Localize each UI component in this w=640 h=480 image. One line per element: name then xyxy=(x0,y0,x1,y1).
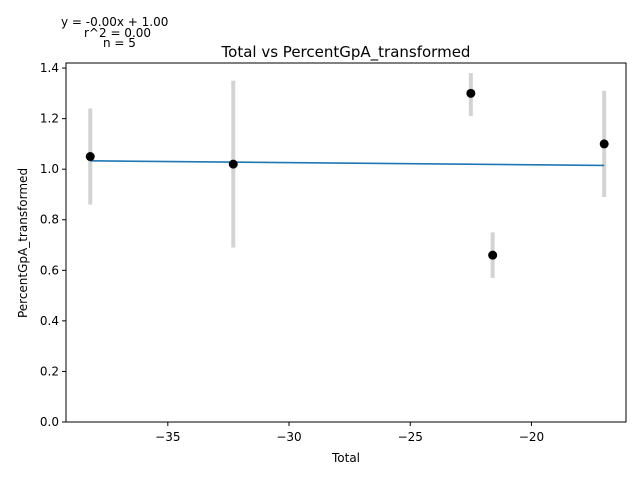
y-axis-label: PercentGpA_transformed xyxy=(16,168,30,318)
data-point xyxy=(599,139,609,149)
annotation-n: n = 5 xyxy=(103,36,136,50)
annotation-equation: y = -0.00x + 1.00 xyxy=(61,15,168,29)
annotation-r2: r^2 = 0.00 xyxy=(84,26,151,40)
fit-line-group xyxy=(90,160,605,167)
x-tick-label: −25 xyxy=(398,430,423,444)
y-tick-label: 0.8 xyxy=(40,213,59,227)
point-group xyxy=(85,88,609,260)
plot-frame xyxy=(65,62,627,423)
data-point xyxy=(466,88,476,98)
chart-title: Total vs PercentGpA_transformed xyxy=(221,43,471,62)
y-tick-label: 0.4 xyxy=(40,314,59,328)
x-axis-label: Total xyxy=(331,451,360,465)
x-axis: −35 −30 −25 −20 xyxy=(155,422,544,444)
data-point xyxy=(488,250,498,260)
fit-line xyxy=(90,160,605,167)
data-point xyxy=(228,159,238,169)
y-axis: 0.0 0.2 0.4 0.6 0.8 1.0 1.2 1.4 xyxy=(40,61,66,429)
errorbar-group xyxy=(88,73,607,278)
y-tick-label: 0.0 xyxy=(40,415,59,429)
x-tick-label: −35 xyxy=(155,430,180,444)
y-tick-label: 1.4 xyxy=(40,61,59,75)
data-point xyxy=(85,152,95,162)
x-tick-label: −30 xyxy=(276,430,301,444)
y-tick-label: 0.6 xyxy=(40,263,59,277)
y-tick-label: 1.2 xyxy=(40,112,59,126)
x-tick-label: −20 xyxy=(519,430,544,444)
y-tick-label: 1.0 xyxy=(40,162,59,176)
y-tick-label: 0.2 xyxy=(40,364,59,378)
